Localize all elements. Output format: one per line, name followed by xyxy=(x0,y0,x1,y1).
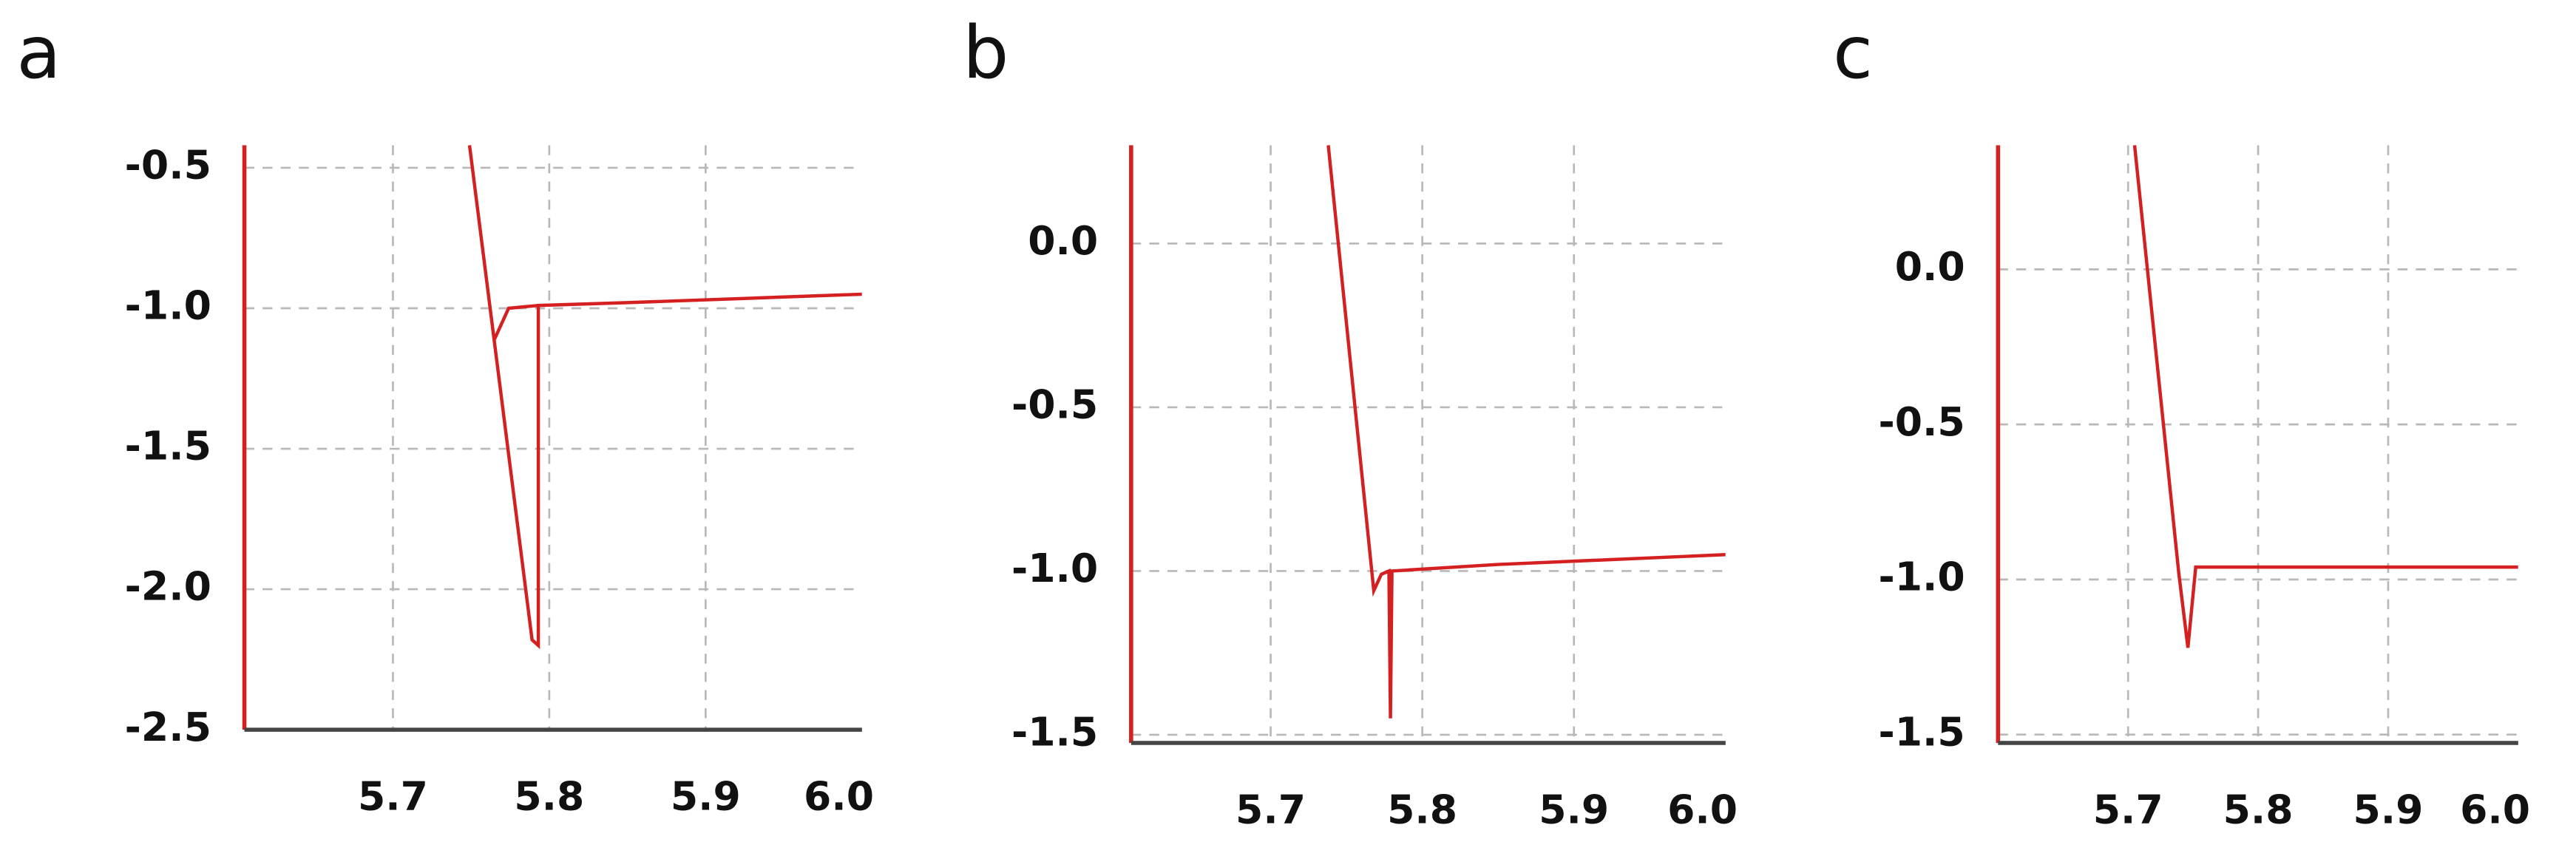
y-tick-label: -2.5 xyxy=(125,704,211,750)
data-line xyxy=(1326,145,1726,719)
y-tick-label: -0.5 xyxy=(125,142,211,189)
y-tick-label: 0.0 xyxy=(1895,243,1965,290)
y-tick-label: -0.5 xyxy=(1878,398,1965,445)
x-tick-label: 5.9 xyxy=(1539,786,1609,832)
x-tick-label: 5.9 xyxy=(671,773,741,820)
x-tick-label: 6.0 xyxy=(804,773,874,820)
y-tick-label: -1.5 xyxy=(1878,708,1965,755)
x-tick-label: 5.7 xyxy=(358,773,428,820)
data-line xyxy=(2132,145,2518,648)
x-tick-label: 5.7 xyxy=(1236,786,1306,832)
panel-label: c xyxy=(1833,11,1873,95)
y-tick-label: -0.5 xyxy=(1011,381,1098,428)
x-tick-label: 5.8 xyxy=(2223,786,2294,832)
x-tick-label: 5.7 xyxy=(2093,786,2163,832)
panel-label: b xyxy=(963,11,1009,95)
y-tick-label: -1.5 xyxy=(125,423,211,469)
x-tick-label: 5.8 xyxy=(1387,786,1457,832)
x-tick-label: 5.8 xyxy=(514,773,584,820)
panel-label: a xyxy=(16,11,61,95)
y-tick-label: 0.0 xyxy=(1028,217,1098,264)
y-tick-label: -1.0 xyxy=(1878,554,1965,600)
y-tick-label: -2.0 xyxy=(125,563,211,610)
x-tick-label: 6.0 xyxy=(1667,786,1738,832)
x-tick-label: 5.9 xyxy=(2353,786,2423,832)
y-tick-label: -1.5 xyxy=(1011,709,1098,756)
x-tick-label: 6.0 xyxy=(2460,786,2530,832)
y-tick-label: -1.0 xyxy=(125,282,211,329)
data-line xyxy=(467,145,862,650)
y-tick-label: -1.0 xyxy=(1011,545,1098,591)
